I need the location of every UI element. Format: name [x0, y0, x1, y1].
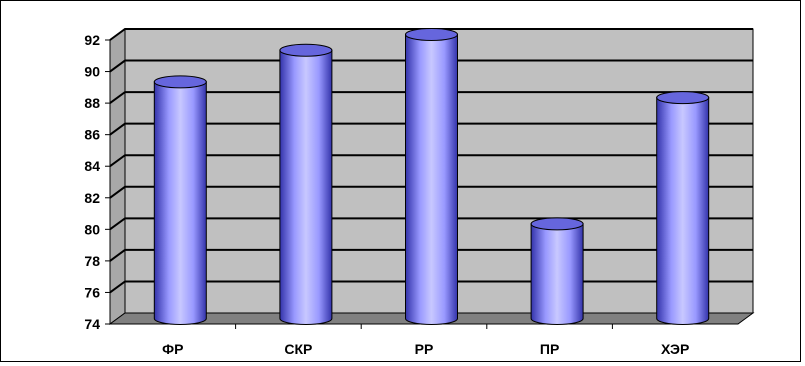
y-tick-label: 84	[84, 158, 100, 174]
x-tick-label: РР	[415, 341, 434, 357]
gridline	[109, 122, 753, 136]
gridline	[109, 91, 753, 104]
bar-top	[279, 43, 333, 57]
bar-body	[656, 97, 710, 325]
bar-body	[153, 81, 207, 325]
y-tick-label: 90	[84, 64, 100, 80]
x-tick-label: СКР	[284, 341, 312, 357]
bar-top	[530, 217, 584, 231]
bar-body	[530, 223, 584, 325]
y-tick-label: 88	[84, 95, 100, 111]
y-tick-label: 86	[84, 127, 100, 143]
bar	[405, 28, 458, 325]
bar	[153, 75, 207, 325]
bar-top	[405, 28, 458, 41]
y-tick-label: 74	[84, 316, 100, 332]
y-tick-label: 76	[84, 284, 100, 300]
bar	[656, 91, 710, 325]
bar	[530, 217, 584, 325]
gridline	[109, 185, 753, 199]
bar	[279, 43, 333, 325]
bar-body	[279, 49, 333, 325]
y-tick-label: 78	[84, 253, 100, 269]
gridline	[109, 28, 753, 41]
y-tick-label: 80	[84, 221, 100, 237]
bar-top	[153, 75, 207, 89]
gridline	[109, 59, 753, 73]
y-tick-label: 92	[84, 32, 100, 48]
side-wall	[109, 28, 126, 325]
y-tick-label: 82	[84, 190, 100, 206]
x-tick-label: ПР	[540, 341, 559, 357]
bar-top	[656, 91, 710, 105]
bar-body	[405, 34, 458, 325]
x-tick-label: ХЭР	[661, 341, 689, 357]
gridline	[109, 154, 753, 168]
x-tick-label: ФР	[162, 341, 183, 357]
